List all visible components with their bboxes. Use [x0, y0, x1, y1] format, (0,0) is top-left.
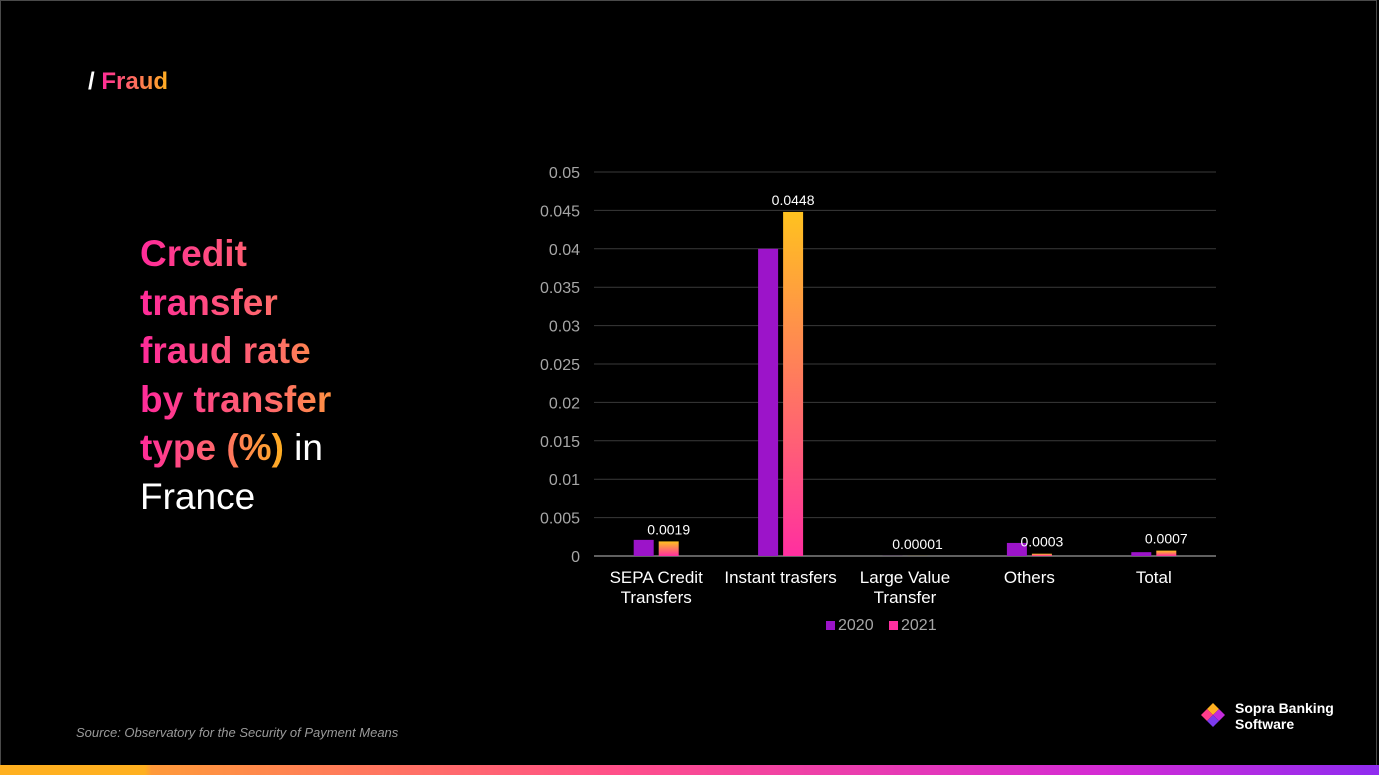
section-name: Fraud: [101, 68, 169, 95]
legend-swatch-2021: [889, 621, 898, 630]
section-tag: / Fraud: [88, 68, 168, 96]
headline-line-5: type (%) in: [140, 424, 380, 473]
y-tick-label: 0.025: [540, 357, 580, 374]
headline-line-4: by transfer: [140, 376, 380, 425]
legend: 2020 2021: [826, 617, 937, 634]
headline-line-3: fraud rate: [140, 327, 380, 376]
bar-layer: [633, 211, 1177, 557]
bar-2021: [658, 541, 679, 556]
logo-line-1: Sopra Banking: [1235, 700, 1334, 716]
y-tick-label: 0.05: [549, 165, 580, 182]
sopra-logo-icon: [1201, 703, 1225, 727]
y-tick-label: 0.01: [549, 472, 580, 489]
grid-layer: [594, 171, 1216, 557]
bar-2021: [1031, 553, 1052, 556]
headline-line-6: France: [140, 475, 256, 517]
logo-line-2: Software: [1235, 716, 1295, 732]
y-tick-label: 0.045: [540, 203, 580, 220]
bar-2021: [1156, 550, 1177, 556]
bar-2020: [633, 539, 654, 556]
y-tick-label: 0.03: [549, 319, 580, 336]
legend-label: 2021: [901, 617, 937, 634]
label-layer: 0 0.005 0.01 0.015 0.02 0.025 0.03 0.035 0.04 0.0…: [540, 165, 1188, 607]
company-logo: Sopra Banking Software: [1199, 700, 1334, 732]
headline-line-2: transfer: [140, 279, 380, 328]
data-label: 0.0007: [1145, 531, 1188, 547]
data-label: 0.0003: [1020, 534, 1063, 550]
source-observatory: Observatory: [124, 725, 196, 740]
x-tick-label: Transfers: [621, 588, 692, 607]
y-tick-label: 0.015: [540, 434, 580, 451]
source-middle: for the Security of Payment: [195, 725, 360, 740]
section-slash: /: [88, 68, 95, 95]
data-label: 0.0019: [647, 521, 690, 537]
logo-text: Sopra Banking Software: [1235, 700, 1334, 732]
bar-2020: [1131, 552, 1152, 556]
y-tick-label: 0.035: [540, 280, 580, 297]
legend-label: 2020: [838, 617, 874, 634]
bar-chart: 0 0.005 0.01 0.015 0.02 0.025 0.03 0.035 0.04 0.0…: [540, 165, 1216, 634]
headline-line-1: Credit: [140, 230, 380, 279]
y-tick-label: 0.02: [549, 395, 580, 412]
brand-gradient-bar: [0, 765, 1379, 775]
x-tick-label: Total: [1136, 568, 1172, 587]
source-prefix: Source:: [76, 725, 125, 740]
source-note: Source: Observatory for the Security of …: [76, 725, 398, 740]
y-tick-label: 0: [571, 549, 580, 566]
x-tick-label: Transfer: [874, 588, 937, 607]
x-tick-label: SEPA Credit: [610, 568, 704, 587]
headline: Credit transfer fraud rate by transfer t…: [140, 230, 380, 521]
bar-2020: [758, 248, 779, 557]
x-tick-label: Instant trasfers: [724, 568, 836, 587]
source-means: Means: [359, 725, 399, 740]
legend-swatch-2020: [826, 621, 835, 630]
y-tick-label: 0.005: [540, 511, 580, 528]
data-label: 0.00001: [892, 536, 943, 552]
x-tick-label: Large Value: [860, 568, 950, 587]
bar-2020: [1006, 542, 1027, 556]
x-tick-label: Others: [1004, 568, 1055, 587]
headline-line-5-highlight: type (%): [140, 427, 284, 468]
y-tick-label: 0.04: [549, 242, 580, 259]
data-label: 0.0448: [772, 192, 815, 208]
headline-line-5-plain: in: [283, 427, 323, 468]
bar-2021: [783, 211, 804, 556]
